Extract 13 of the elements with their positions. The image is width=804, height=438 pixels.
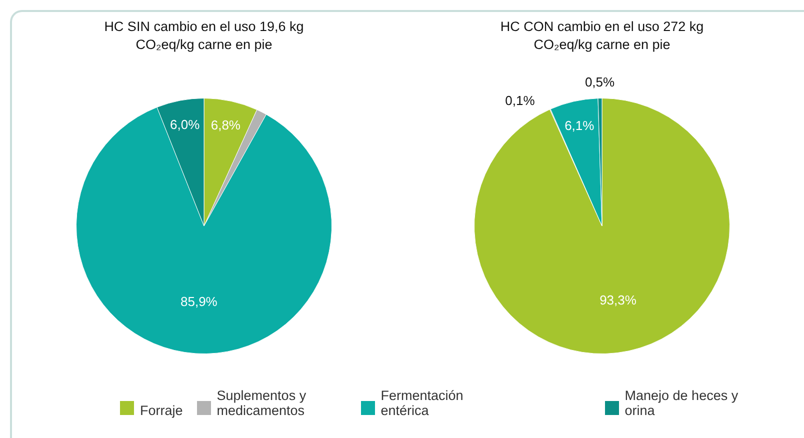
legend-label: Manejo de heces y orina: [624, 388, 740, 418]
data-label: 6,1%: [564, 118, 595, 133]
legend-label: Fermentación entérica: [380, 388, 464, 418]
data-label: 85,9%: [180, 294, 218, 310]
data-label: 0,5%: [584, 74, 616, 90]
chart-title: HC CON cambio en el uso 272 kg CO₂eq/kg carne en pie: [499, 18, 705, 54]
data-label: 0,1%: [505, 92, 536, 108]
data-label: 93,3%: [600, 292, 637, 308]
data-label: 6,0%: [170, 117, 200, 132]
legend-label: Suplementos y medicamentos: [216, 388, 308, 418]
data-label: 6,8%: [210, 118, 241, 133]
chart-title: HC SIN cambio en el uso 19,6 kg CO₂eq/kg carne en pie: [103, 18, 305, 54]
legend-label: Forraje: [140, 403, 183, 418]
